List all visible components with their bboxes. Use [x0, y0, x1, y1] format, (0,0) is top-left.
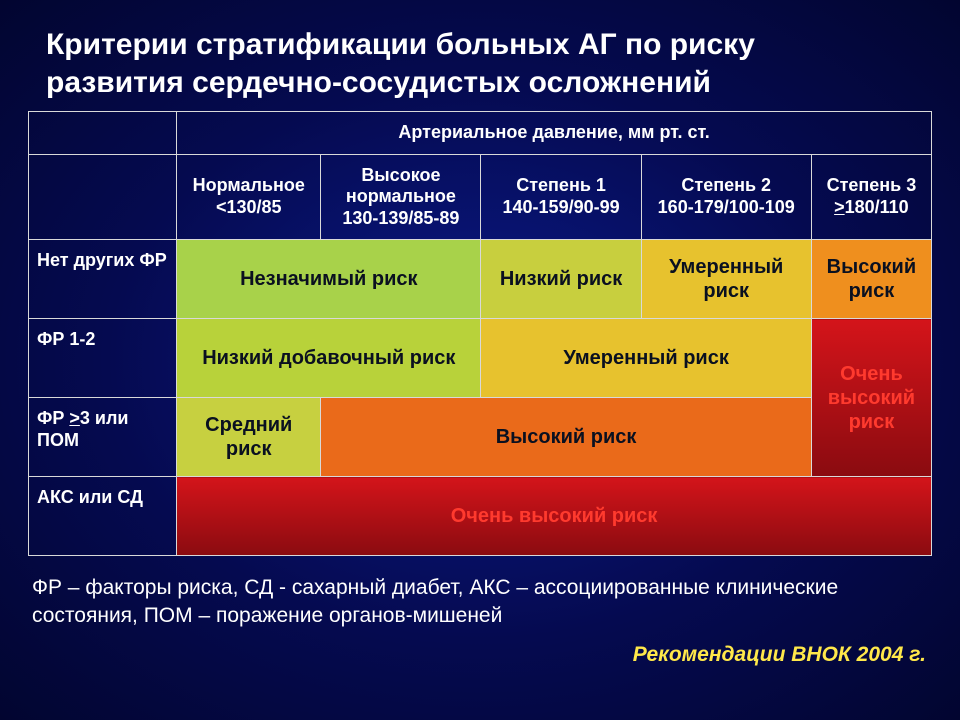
table-row: ФР 1-2 Низкий добавочный риск Умеренный …: [29, 319, 932, 398]
super-header: Артериальное давление, мм рт. ст.: [177, 112, 932, 155]
row-header: АКС или СД: [29, 477, 177, 556]
risk-cell-medium: Средний риск: [177, 398, 321, 477]
risk-table: Артериальное давление, мм рт. ст. Нормал…: [28, 111, 932, 556]
risk-cell-high-wide: Высокий риск: [321, 398, 812, 477]
legend-text: ФР – факторы риска, СД - сахарный диабет…: [32, 574, 928, 629]
table-row: АКС или СД Очень высокий риск: [29, 477, 932, 556]
risk-cell-low: Низкий риск: [481, 240, 641, 319]
risk-cell-high: Высокий риск: [811, 240, 931, 319]
header-blank: [29, 112, 177, 155]
col-header: Высокое нормальное 130-139/85-89: [321, 154, 481, 240]
slide-title: Критерии стратификации больных АГ по рис…: [46, 26, 922, 101]
risk-cell-moderate: Умеренный риск: [641, 240, 811, 319]
col-header: Степень 2 160-179/100-109: [641, 154, 811, 240]
title-line-1: Критерии стратификации больных АГ по рис…: [46, 28, 755, 61]
table-row: ФР >3 или ПОМ Средний риск Высокий риск: [29, 398, 932, 477]
table-row: Нормальное <130/85 Высокое нормальное 13…: [29, 154, 932, 240]
row-header: Нет других ФР: [29, 240, 177, 319]
col-header: Степень 1 140-159/90-99: [481, 154, 641, 240]
risk-cell-very-high-full: Очень высокий риск: [177, 477, 932, 556]
row-header: ФР >3 или ПОМ: [29, 398, 177, 477]
risk-cell-low-additional: Низкий добавочный риск: [177, 319, 481, 398]
table-row: Артериальное давление, мм рт. ст.: [29, 112, 932, 155]
source-citation: Рекомендации ВНОК 2004 г.: [28, 643, 926, 667]
risk-cell-moderate-wide: Умеренный риск: [481, 319, 811, 398]
col-header: Степень 3 >180/110: [811, 154, 931, 240]
table-row: Нет других ФР Незначимый риск Низкий рис…: [29, 240, 932, 319]
slide: Критерии стратификации больных АГ по рис…: [0, 0, 960, 720]
header-blank-2: [29, 154, 177, 240]
risk-cell-very-high-side: Очень высокий риск: [811, 319, 931, 477]
col-header: Нормальное <130/85: [177, 154, 321, 240]
risk-cell-insignificant: Незначимый риск: [177, 240, 481, 319]
row-header: ФР 1-2: [29, 319, 177, 398]
title-line-2: развития сердечно-сосудистых осложнений: [46, 66, 711, 99]
